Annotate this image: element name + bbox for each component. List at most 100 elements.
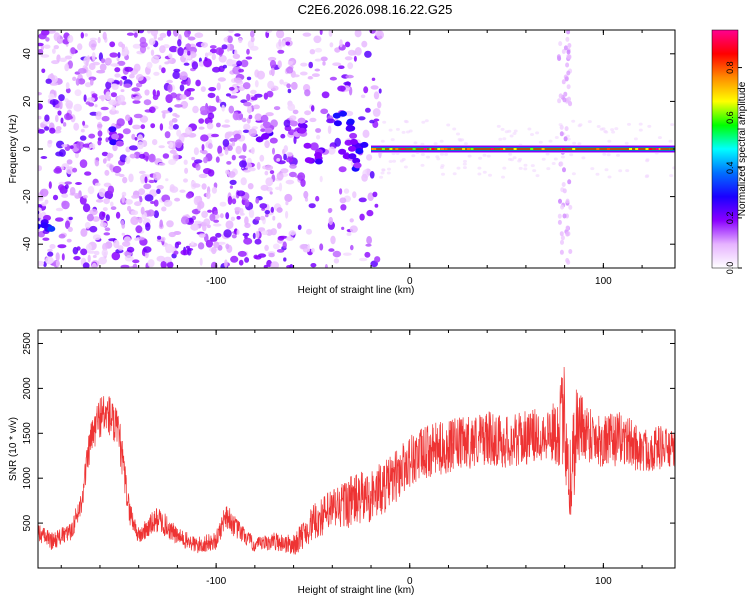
spectrogram-cell [159, 219, 163, 228]
spectrogram-cell [358, 197, 367, 203]
spectrogram-cell [195, 79, 201, 87]
spectrogram-cell [259, 203, 268, 209]
spectrogram-cell [102, 158, 107, 164]
spectrogram-cell [58, 184, 65, 191]
spectrogram-cell [250, 96, 258, 101]
spectrogram-cell [61, 193, 69, 198]
spectrogram-band-cell [565, 231, 570, 237]
spectrogram-cell [232, 66, 242, 75]
spectrogram-cell [440, 152, 444, 156]
spectrogram-cell [502, 137, 507, 141]
spectrogram-band-cell [565, 62, 570, 68]
spectrogram-cell [50, 73, 54, 79]
spectrogram-cell [134, 137, 138, 141]
spectrogram-cell [203, 156, 208, 164]
spectrogram-cell [281, 40, 286, 47]
spectrogram-cell [40, 44, 45, 51]
spectrogram-cell [130, 210, 139, 216]
spectrogram-cell [52, 100, 56, 108]
spectrogram-cell [206, 191, 211, 200]
spectrogram-cell [523, 163, 528, 167]
spectrogram-cell [554, 136, 559, 139]
spectrogram-cell [366, 154, 373, 161]
spectrogram-band-cell [562, 188, 567, 194]
spectrogram-cell [40, 156, 48, 159]
spectrogram-cell [65, 100, 73, 109]
spectrogram-cell [388, 128, 393, 132]
spectrogram-cell [160, 260, 167, 268]
spectrogram-cell [284, 37, 292, 41]
spectrogram-cell [59, 57, 67, 62]
spectrogram-cell [381, 168, 386, 172]
spectrogram-xtick-label: 0 [407, 276, 413, 287]
spectrogram-cluster-cell [338, 148, 347, 155]
spectrogram-cell [390, 138, 395, 142]
spectrogram-cell [75, 78, 80, 86]
spectrogram-cell [310, 263, 317, 268]
spectrogram-cell [211, 186, 217, 194]
spectrogram-cell [518, 157, 523, 161]
spectrogram-cluster-cell [314, 158, 323, 165]
spectrogram-cell [99, 63, 107, 72]
spectrogram-cell [166, 246, 176, 253]
spectrogram-cell [134, 201, 142, 207]
spectrogram-cell [204, 52, 209, 58]
spectrogram-cell [62, 122, 67, 127]
spectrogram-cell [322, 61, 326, 66]
spectrogram-band-cell [556, 54, 561, 60]
spectrogram-cell [365, 243, 372, 247]
snr-ylabel: SNR (10 * v/v) [8, 417, 19, 481]
spectrogram-cell [395, 127, 400, 131]
spectrogram-cell [578, 123, 583, 127]
spectrogram-band-cell [559, 249, 564, 255]
spectrogram-cell [172, 152, 179, 162]
spectrogram-cell [105, 137, 109, 143]
spectrogram-cell [512, 156, 517, 160]
spectrogram-cell [226, 145, 233, 151]
spectrogram-band-cell [561, 49, 566, 54]
spectrogram-cell [45, 37, 50, 42]
spectrogram-band-cell [566, 259, 571, 265]
spectrogram-cell [238, 68, 245, 73]
spectrogram-band-cell [563, 136, 568, 142]
spectrogram-cell [111, 251, 121, 261]
spectrogram-cell [82, 194, 88, 199]
spectrogram-cell [251, 126, 258, 130]
spectrogram-cell [125, 156, 131, 165]
spectrogram-cell [211, 246, 217, 255]
carrier-line-segment [596, 148, 600, 150]
spectrogram-cell [107, 185, 115, 194]
spectrogram-cell [231, 154, 236, 161]
spectrogram-cell [73, 103, 82, 112]
spectrogram-cell [125, 199, 133, 205]
spectrogram-cell [265, 213, 269, 218]
spectrogram-cell [254, 113, 263, 121]
spectrogram-cell [388, 160, 393, 163]
spectrogram-cell [217, 241, 226, 245]
spectrogram-cell [55, 260, 60, 267]
spectrogram-cell [572, 141, 577, 145]
spectrogram-cell [146, 30, 151, 34]
carrier-line-segment [401, 148, 405, 150]
spectrogram-cell [82, 262, 90, 268]
spectrogram-cell [48, 93, 55, 100]
spectrogram-cell [92, 255, 97, 258]
spectrogram-cell [112, 144, 118, 152]
spectrogram-cell [150, 201, 155, 204]
spectrogram-cell [197, 202, 202, 212]
spectrogram-cell [236, 190, 246, 197]
spectrogram-cluster-cell [333, 120, 342, 127]
spectrogram-cell [168, 53, 173, 59]
spectrogram-cell [198, 233, 206, 238]
snr-xlabel: Height of straight line (km) [298, 585, 415, 596]
spectrogram-band-cell [562, 213, 567, 219]
spectrogram-band-cell [559, 131, 564, 137]
spectrogram-xtick-label: 100 [595, 276, 612, 287]
spectrogram-cluster-cell [338, 166, 347, 173]
spectrogram-cell [309, 49, 316, 55]
spectrogram-cell [89, 37, 98, 41]
spectrogram-cell [498, 137, 503, 141]
spectrogram-cell [75, 182, 82, 185]
spectrogram-cell [361, 173, 368, 182]
carrier-line-segment [441, 148, 444, 150]
